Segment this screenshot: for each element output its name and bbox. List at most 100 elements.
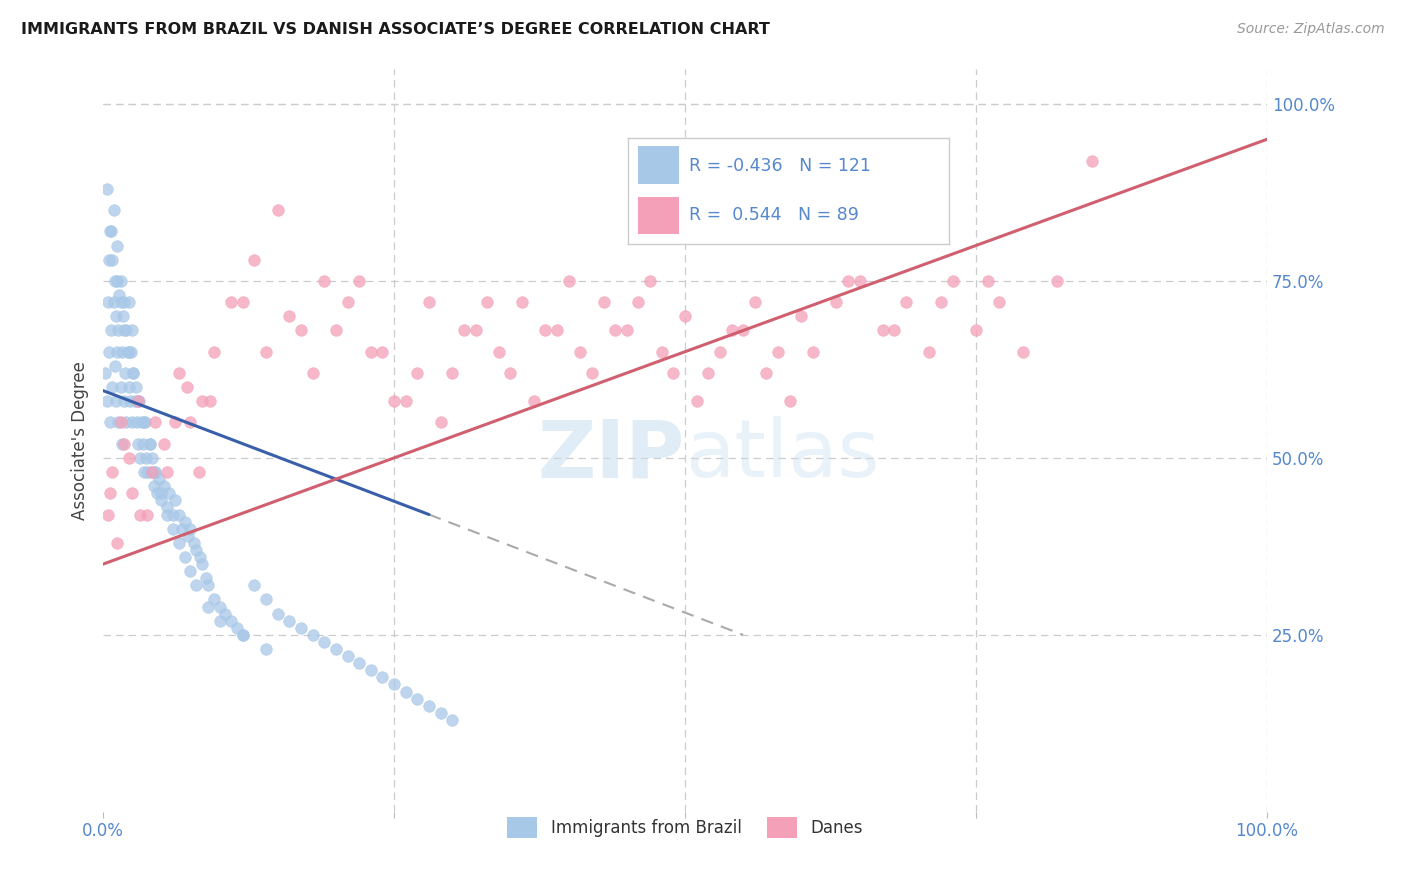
Point	[124, 394, 146, 409]
Point	[267, 203, 290, 218]
Point	[720, 323, 742, 337]
Text: atlas: atlas	[685, 416, 879, 494]
Point	[141, 465, 163, 479]
Point	[464, 323, 486, 337]
Point	[165, 493, 187, 508]
Point	[121, 416, 143, 430]
Point	[118, 380, 141, 394]
Point	[232, 628, 254, 642]
Point	[744, 295, 766, 310]
Point	[325, 323, 347, 337]
Point	[173, 549, 195, 564]
Point	[110, 380, 132, 394]
Point	[132, 465, 155, 479]
Point	[347, 274, 370, 288]
Point	[418, 698, 440, 713]
Point	[167, 536, 190, 550]
Point	[107, 323, 129, 337]
Point	[429, 416, 451, 430]
Text: ZIP: ZIP	[537, 416, 685, 494]
Point	[104, 274, 127, 288]
Point	[129, 450, 152, 465]
Point	[128, 394, 150, 409]
Point	[395, 684, 418, 698]
Point	[453, 323, 475, 337]
Point	[138, 436, 160, 450]
Point	[176, 380, 198, 394]
Point	[499, 366, 522, 380]
Point	[208, 599, 231, 614]
Point	[122, 366, 145, 380]
Point	[136, 465, 159, 479]
Point	[159, 486, 181, 500]
Point	[441, 713, 464, 727]
Point	[347, 657, 370, 671]
Point	[592, 295, 614, 310]
Point	[110, 295, 132, 310]
Point	[186, 543, 208, 558]
Point	[197, 599, 219, 614]
Point	[104, 359, 127, 373]
Point	[125, 380, 148, 394]
Point	[156, 465, 179, 479]
Point	[942, 274, 965, 288]
Point	[135, 450, 157, 465]
Point	[314, 274, 336, 288]
Point	[488, 344, 510, 359]
Point	[172, 522, 194, 536]
Point	[685, 394, 707, 409]
Point	[872, 323, 894, 337]
Point	[243, 252, 266, 267]
Point	[837, 274, 859, 288]
Point	[198, 394, 221, 409]
Point	[627, 295, 650, 310]
Point	[848, 274, 870, 288]
Legend: Immigrants from Brazil, Danes: Immigrants from Brazil, Danes	[501, 811, 869, 845]
Point	[118, 344, 141, 359]
Point	[406, 366, 429, 380]
Point	[105, 536, 128, 550]
Point	[139, 465, 162, 479]
Point	[179, 416, 201, 430]
Point	[546, 323, 568, 337]
Point	[101, 252, 124, 267]
Point	[965, 323, 987, 337]
Point	[290, 621, 312, 635]
Point	[115, 323, 138, 337]
Point	[183, 536, 205, 550]
Point	[97, 508, 120, 522]
Point	[918, 344, 941, 359]
Point	[360, 663, 382, 677]
Point	[97, 344, 120, 359]
Point	[325, 642, 347, 657]
Point	[110, 274, 132, 288]
Point	[988, 295, 1011, 310]
Point	[651, 344, 673, 359]
Point	[194, 571, 217, 585]
Point	[145, 465, 167, 479]
Point	[145, 465, 167, 479]
Point	[112, 436, 135, 450]
Point	[475, 295, 498, 310]
Text: Source: ZipAtlas.com: Source: ZipAtlas.com	[1237, 22, 1385, 37]
Point	[179, 564, 201, 578]
Point	[429, 706, 451, 720]
Point	[202, 592, 225, 607]
Point	[131, 436, 153, 450]
Point	[336, 295, 359, 310]
Point	[755, 366, 778, 380]
Point	[569, 344, 592, 359]
Point	[111, 436, 134, 450]
Point	[186, 578, 208, 592]
Point	[290, 323, 312, 337]
Point	[104, 394, 127, 409]
Point	[98, 486, 121, 500]
Bar	[637, 196, 679, 234]
Point	[523, 394, 546, 409]
Point	[98, 224, 121, 238]
Point	[214, 607, 236, 621]
Point	[301, 628, 323, 642]
Point	[97, 295, 120, 310]
Point	[314, 635, 336, 649]
Point	[101, 465, 124, 479]
